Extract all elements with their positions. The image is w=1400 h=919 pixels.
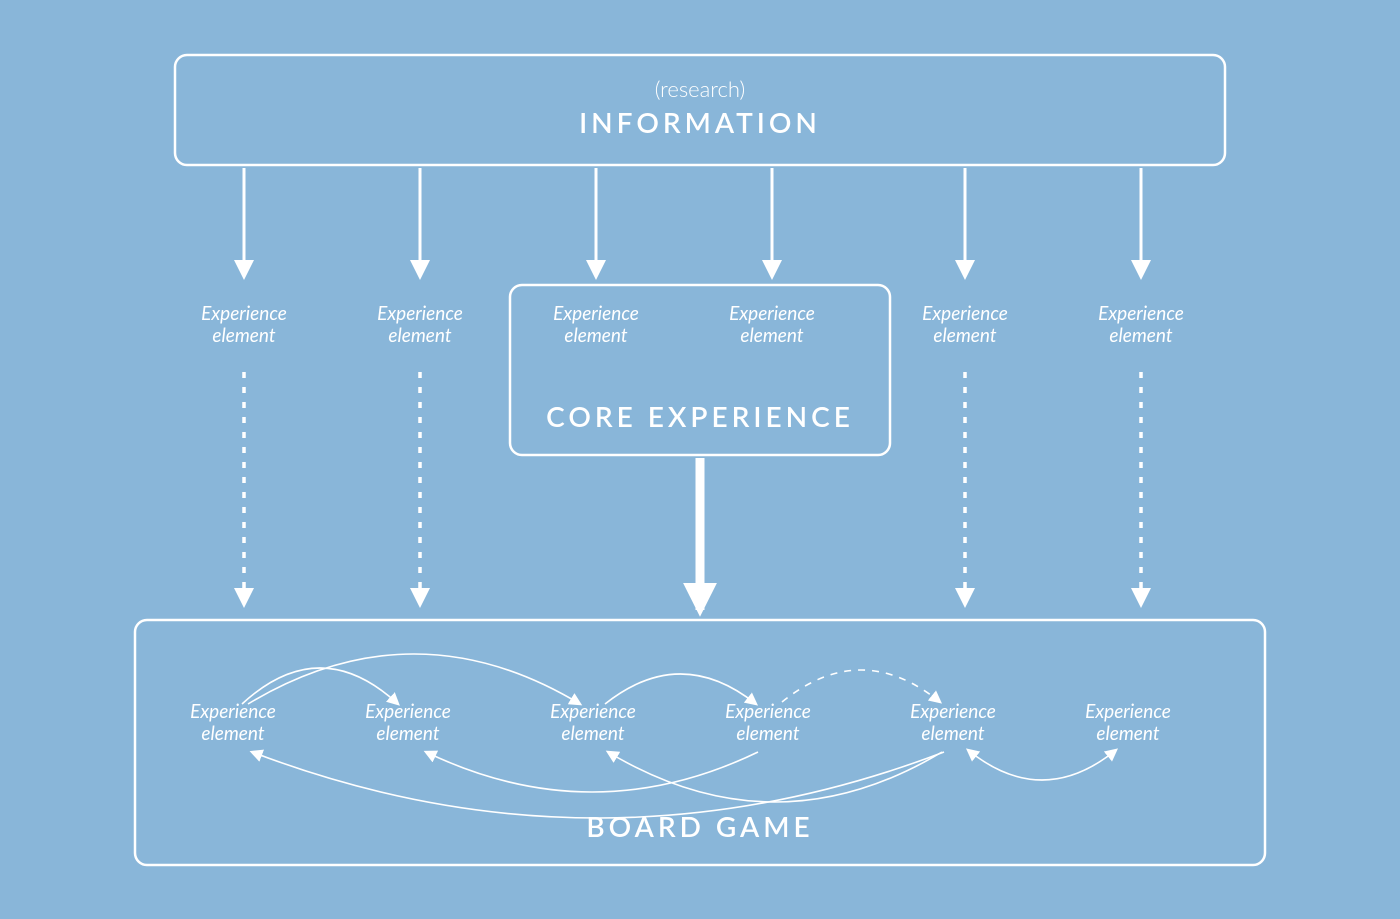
mid-element-2-l1: Experience — [553, 302, 639, 325]
mid-element-5-l2: element — [1109, 324, 1172, 347]
board-element-3-l1: Experience — [725, 700, 811, 723]
board-element-0-l1: Experience — [190, 700, 276, 723]
board-element-2-l2: element — [561, 722, 624, 745]
board-element-0-l2: element — [201, 722, 264, 745]
mid-element-1-l1: Experience — [377, 302, 463, 325]
mid-element-3-l2: element — [740, 324, 803, 347]
core-experience-title: CORE EXPERIENCE — [546, 399, 854, 433]
board-element-3-l2: element — [736, 722, 799, 745]
mid-element-0-l2: element — [212, 324, 275, 347]
mid-element-4-l2: element — [933, 324, 996, 347]
board-element-2-l1: Experience — [550, 700, 636, 723]
board-element-4-l2: element — [921, 722, 984, 745]
mid-element-2-l2: element — [564, 324, 627, 347]
mid-element-1-l2: element — [388, 324, 451, 347]
board-game-title: BOARD GAME — [586, 809, 813, 843]
diagram-canvas: (research) INFORMATION CORE EXPERIENCE BOAR… — [0, 0, 1400, 919]
board-element-1-l1: Experience — [365, 700, 451, 723]
information-title: INFORMATION — [579, 105, 821, 139]
board-element-5-l1: Experience — [1085, 700, 1171, 723]
mid-element-4-l1: Experience — [922, 302, 1008, 325]
mid-element-0-l1: Experience — [201, 302, 287, 325]
mid-element-3-l1: Experience — [729, 302, 815, 325]
board-element-4-l1: Experience — [910, 700, 996, 723]
board-element-1-l2: element — [376, 722, 439, 745]
mid-element-5-l1: Experience — [1098, 302, 1184, 325]
board-element-5-l2: element — [1096, 722, 1159, 745]
information-subtitle: (research) — [655, 75, 745, 102]
